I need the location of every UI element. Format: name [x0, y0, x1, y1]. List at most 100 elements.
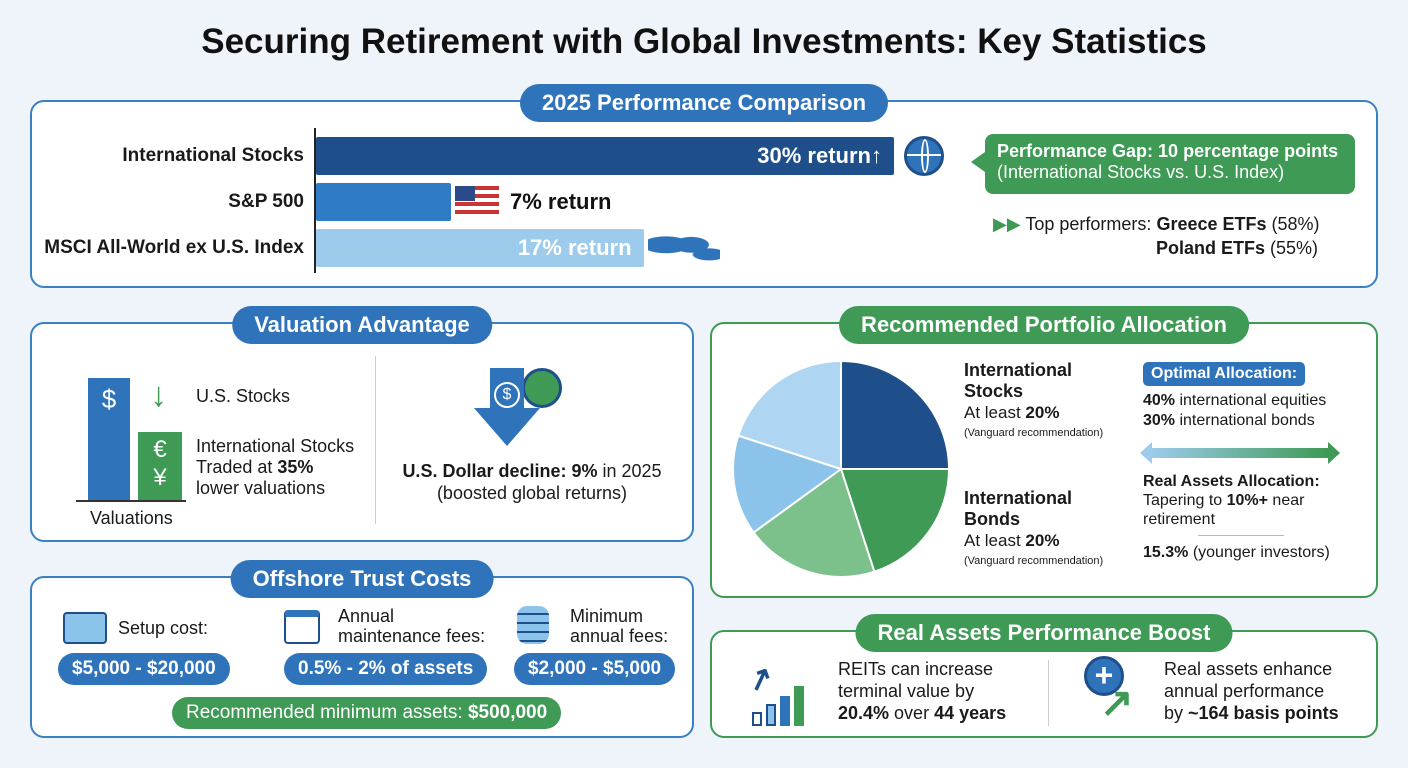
down-arrow-icon: ↓	[150, 376, 167, 414]
real1a: Tapering to	[1143, 492, 1227, 509]
growth-chart-icon: ↗	[743, 660, 810, 726]
allocation-header: Recommended Portfolio Allocation	[839, 306, 1249, 344]
recommended-min-assets: Recommended minimum assets: $500,000	[172, 697, 562, 729]
briefcase-icon	[63, 612, 107, 644]
young-a: 15.3%	[1143, 544, 1189, 561]
b3b: 20%	[1025, 531, 1060, 550]
us-valuation-bar: $	[88, 378, 130, 500]
b2: Bonds	[964, 509, 1020, 529]
pie-slice	[839, 468, 951, 573]
bar-value-label: 7% return	[510, 189, 612, 214]
dollar-decline-text: U.S. Dollar decline: 9% in 2025 (boosted …	[382, 460, 682, 504]
maint-line1: Annual	[338, 606, 395, 626]
world-map-icon	[648, 232, 720, 264]
double-arrow-icon	[1140, 442, 1340, 464]
r2: terminal value by	[838, 681, 975, 701]
bar: 17% return	[316, 229, 644, 267]
b1: International	[964, 488, 1073, 508]
s4: (Vanguard recommendation)	[964, 427, 1104, 439]
setup-label: Setup cost:	[118, 618, 209, 638]
performance-header: 2025 Performance Comparison	[519, 84, 889, 122]
bar-value-label: 30% return	[757, 143, 871, 168]
dollar-note: (boosted global returns)	[436, 483, 628, 503]
b3a: At least	[964, 531, 1026, 550]
bar-category-label: S&P 500	[228, 191, 304, 212]
e3b: ~164 basis points	[1188, 703, 1339, 723]
min-fees-value: $2,000 - $5,000	[514, 653, 676, 685]
pie-slice	[752, 467, 876, 578]
min-line1: Minimum	[570, 606, 644, 626]
up-arrow-icon: ↑	[871, 143, 882, 168]
divider	[1048, 660, 1049, 726]
traded-at: Traded at	[196, 457, 278, 477]
eq-b: international equities	[1175, 392, 1327, 409]
s3b: 20%	[1025, 403, 1060, 422]
pie-slice	[737, 359, 842, 471]
min-fees-label: Minimum annual fees:	[570, 606, 668, 646]
eq-a: 40%	[1143, 392, 1176, 409]
real-assets-text: Real assets enhance annual performance by…	[1164, 658, 1339, 724]
reits-text: REITs can increase terminal value by 20.4…	[838, 658, 1006, 724]
top-performers: ▶▶ Top performers: Greece ETFs (58%) Pol…	[993, 214, 1320, 258]
r3a: 20.4%	[838, 703, 890, 723]
globe-icon	[904, 136, 944, 176]
real-assets-panel	[710, 630, 1378, 738]
intl-valuation-text: International Stocks Traded at 35% lower v…	[196, 436, 354, 499]
setup-value: $5,000 - $20,000	[58, 653, 230, 685]
real-assets-header: Real Assets Performance Boost	[855, 614, 1233, 652]
real-h: Real Assets Allocation:	[1143, 473, 1320, 490]
min-line2: annual fees:	[570, 626, 669, 646]
plus-growth-icon: +	[1084, 656, 1124, 696]
real-assets-allocation: Real Assets Allocation: Tapering to 10%+…	[1143, 472, 1320, 529]
real1b: 10%+	[1226, 492, 1268, 509]
bo-b: international bonds	[1175, 412, 1315, 429]
e1: Real assets enhance	[1164, 659, 1333, 679]
intl-label: International Stocks	[196, 436, 355, 456]
bar-axis	[314, 128, 316, 273]
bar	[316, 183, 451, 221]
rec-label: Recommended minimum assets:	[186, 702, 468, 723]
dollar-decline-icon: $	[474, 368, 588, 448]
pie-slice	[732, 434, 844, 534]
r1: REITs can increase	[838, 659, 994, 679]
gap-subtitle: (International Stocks vs. U.S. Index)	[997, 162, 1285, 182]
bar: 30% return ↑	[316, 137, 894, 175]
rec-value: $500,000	[467, 702, 548, 723]
divider	[375, 356, 376, 524]
coins-icon	[517, 606, 549, 644]
pie-slice	[840, 359, 951, 470]
dollar-year: in 2025	[597, 461, 662, 481]
page-title: Securing Retirement with Global Investme…	[201, 22, 1207, 61]
r3b: over	[889, 703, 935, 723]
us-stocks-label: U.S. Stocks	[196, 386, 291, 406]
bar-category-label: MSCI All-World ex U.S. Index	[44, 237, 304, 258]
double-arrow-icon: ▶▶	[993, 214, 1026, 234]
intl-valuation-bar: € ¥	[138, 432, 182, 500]
s2: Stocks	[964, 381, 1024, 401]
trend-arrow-icon: ↗	[1100, 681, 1134, 725]
r3c: 44 years	[934, 703, 1007, 723]
valuations-label: Valuations	[90, 508, 173, 528]
allocation-pie-chart	[732, 359, 951, 578]
intl-stocks-info: International Stocks At least 20% (Vangua…	[964, 360, 1103, 444]
younger-investors: 15.3% (younger investors)	[1143, 544, 1330, 562]
s1: International	[964, 360, 1073, 380]
real2: retirement	[1143, 511, 1216, 528]
real1c: near	[1267, 492, 1305, 509]
performance-gap-callout: Performance Gap: 10 percentage points (I…	[971, 134, 1355, 194]
divider	[1198, 535, 1284, 536]
gap-title: Performance Gap: 10 percentage points	[997, 141, 1339, 161]
trust-header: Offshore Trust Costs	[230, 560, 494, 598]
bar-category-label: International Stocks	[122, 145, 304, 166]
b4: (Vanguard recommendation)	[964, 555, 1104, 567]
maintenance-value: 0.5% - 2% of assets	[284, 653, 488, 685]
us-flag-icon	[455, 186, 499, 214]
lower-valuations: lower valuations	[196, 478, 326, 498]
optimal-values: 40% international equities 30% internati…	[1143, 391, 1326, 431]
e2: annual performance	[1164, 681, 1325, 701]
e3a: by	[1164, 703, 1189, 723]
young-b: (younger investors)	[1188, 544, 1330, 561]
s3a: At least	[964, 403, 1026, 422]
dollar-decline-value: U.S. Dollar decline: 9%	[402, 461, 598, 481]
calendar-icon	[284, 610, 320, 644]
